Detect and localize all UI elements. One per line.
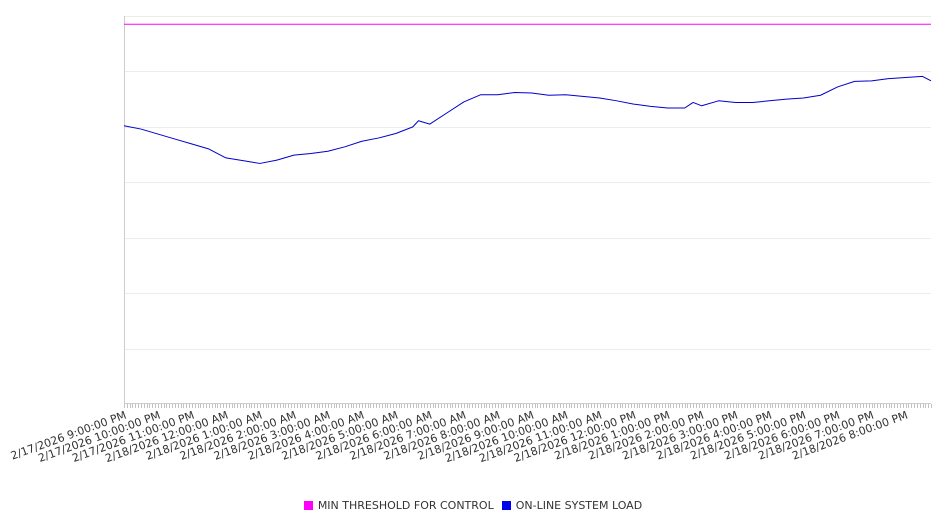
- legend-swatch: [501, 501, 511, 510]
- x-minor-ticks: [124, 404, 932, 408]
- series-layer: [123, 23, 932, 164]
- legend-item: ON-LINE SYSTEM LOAD: [501, 499, 643, 512]
- gridlines: [124, 16, 931, 350]
- series-line-system-load: [123, 75, 932, 164]
- legend: MIN THRESHOLD FOR CONTROL ON-LINE SYSTEM …: [0, 499, 946, 512]
- legend-label: ON-LINE SYSTEM LOAD: [515, 499, 643, 512]
- legend-label: MIN THRESHOLD FOR CONTROL: [317, 499, 494, 512]
- legend-swatch: [303, 501, 313, 510]
- x-tick-labels: 2/17/2026 9:00:00 PM2/17/2026 10:00:00 P…: [9, 409, 910, 466]
- legend-item: MIN THRESHOLD FOR CONTROL: [303, 499, 494, 512]
